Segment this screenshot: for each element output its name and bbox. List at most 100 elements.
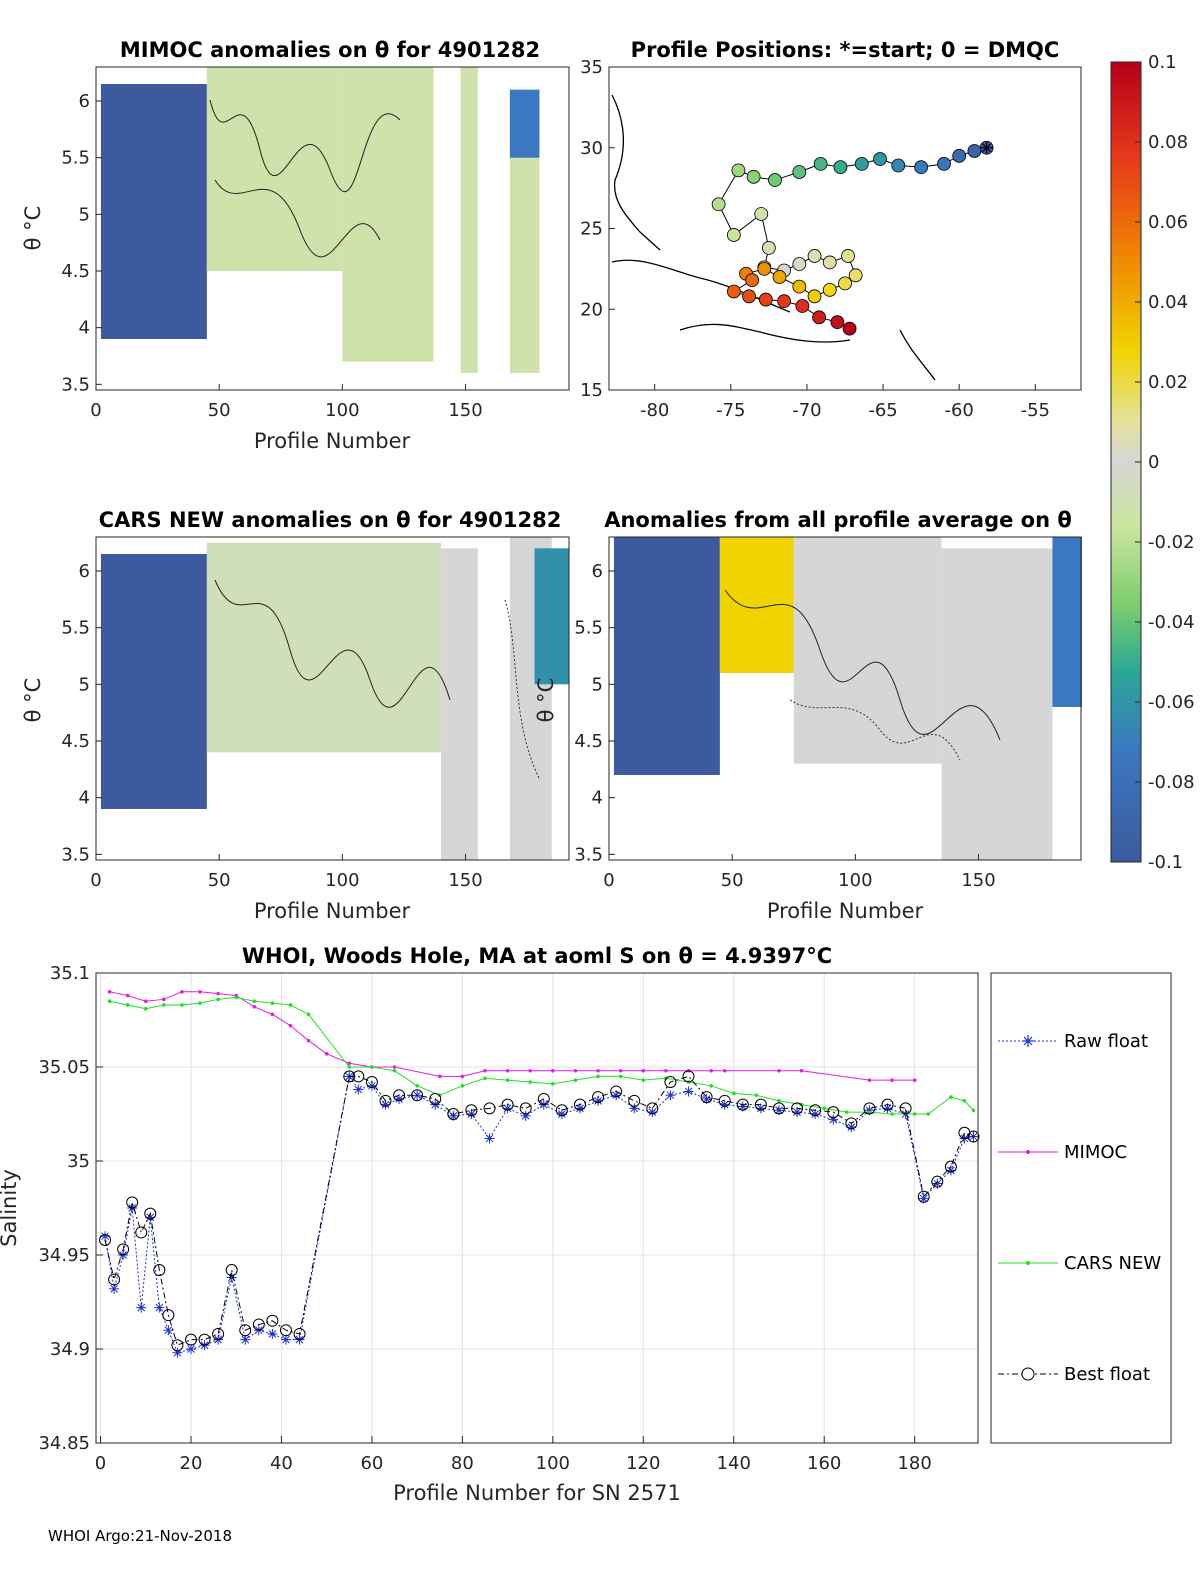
best-float-marker (379, 1094, 392, 1107)
cars-new-marker (370, 1065, 374, 1069)
mimoc-marker (505, 1068, 510, 1073)
raw-float-marker (226, 1272, 237, 1283)
mimoc-heat-cell (206, 67, 343, 271)
axes-box-cars (95, 536, 570, 861)
best-float-marker (99, 1233, 112, 1246)
cars-new-marker (528, 1080, 533, 1084)
position-marker (777, 294, 791, 309)
plot-area-salinity (96, 973, 978, 1443)
positions-y-tick-label: 25 (580, 219, 603, 240)
salinity-x-tick-label: 40 (270, 1453, 293, 1474)
best-float-marker (791, 1102, 804, 1115)
raw-float-marker (267, 1328, 278, 1339)
cars-new-marker (618, 1074, 623, 1079)
best-float-marker (126, 1196, 139, 1209)
raw-float-marker (665, 1090, 676, 1101)
positions-x-tick-label: -70 (792, 400, 821, 421)
cars-new-marker (890, 1112, 894, 1116)
position-marker (795, 299, 810, 313)
position-marker (761, 240, 776, 255)
position-marker (726, 228, 741, 242)
axes-salinity: 0 20 40 60 80 100 120 140 160 180 34.85 34.9 34.95 35… (38, 963, 931, 1474)
salinity-x-tick-label: 100 (536, 1453, 570, 1474)
raw-float-marker (773, 1105, 784, 1116)
title-all-profile: Anomalies from all profile average on θ (604, 508, 1072, 532)
positions-y-tick-label: 20 (580, 299, 603, 320)
position-marker (848, 268, 863, 283)
salinity-y-tick-label: 35.05 (38, 1057, 90, 1078)
best-float-marker (537, 1092, 550, 1105)
cars-new-marker (596, 1074, 600, 1079)
coastline (899, 329, 936, 381)
mimoc-marker (528, 1068, 533, 1073)
best-float-marker (646, 1102, 659, 1115)
cars-new-marker (867, 1110, 872, 1114)
axes-box-mimoc (95, 66, 570, 391)
mimoc-marker (252, 1005, 257, 1009)
colorbar-tick-label: 0.04 (1148, 292, 1188, 313)
mimoc-heat-cell (460, 67, 478, 373)
mimoc-marker (162, 997, 166, 1002)
best-float-marker (682, 1070, 695, 1083)
cars-new-line (109, 996, 974, 1115)
cars-new-marker (162, 1003, 166, 1007)
best-float-marker (279, 1324, 292, 1337)
raw-float-marker (882, 1103, 893, 1114)
best-float-marker (352, 1070, 365, 1083)
best-float-marker (628, 1094, 641, 1107)
cars-new-marker (392, 1068, 397, 1073)
best-float-marker (447, 1108, 460, 1120)
mimoc-marker (867, 1078, 872, 1082)
cars-new-marker (754, 1093, 759, 1097)
best-float-marker (483, 1102, 496, 1115)
position-marker (841, 249, 855, 263)
best-float-marker (117, 1243, 130, 1256)
raw-float-marker (701, 1093, 712, 1104)
raw-float-marker (647, 1107, 658, 1118)
raw-float-marker (611, 1090, 622, 1101)
best-float-marker (718, 1094, 731, 1107)
cars-new-marker (971, 1108, 976, 1113)
positions-x-tick-label: -55 (1021, 400, 1050, 421)
all-profile-x-tick-label: 50 (721, 870, 744, 891)
best-float-marker (519, 1102, 532, 1115)
cars-heat-cell (100, 554, 207, 809)
raw-float-marker (574, 1103, 585, 1114)
cars-new-legend-label: CARS NEW (1064, 1253, 1161, 1274)
position-marker (792, 279, 807, 294)
cars-new-marker (252, 999, 257, 1003)
position-marker (792, 257, 807, 271)
colorbar-tick-label: -0.02 (1148, 532, 1195, 553)
xlabel-mimoc: Profile Number (254, 429, 411, 453)
best-float-marker (809, 1104, 822, 1117)
axes-box-salinity (95, 972, 979, 1444)
cars-new-marker (573, 1078, 578, 1082)
all-profile-y-tick-label: 4 (592, 788, 603, 809)
best-float-marker (343, 1070, 356, 1083)
mimoc-marker (324, 1052, 329, 1056)
axes-all-profile: 0 50 100 150 3.5 4 4.5 5 5.5 6 (574, 561, 995, 891)
raw-float-marker (136, 1302, 147, 1313)
salinity-x-tick-label: 120 (626, 1453, 660, 1474)
position-marker (731, 163, 746, 178)
colorbar-tick-label: -0.06 (1148, 692, 1195, 713)
cars-new-marker (234, 995, 239, 1000)
best-float-marker (917, 1190, 930, 1203)
mimoc-marker (912, 1078, 917, 1082)
raw-float-marker (520, 1110, 531, 1121)
raw-float-marker (719, 1099, 730, 1110)
raw-float-marker (280, 1334, 291, 1345)
all-profile-heat-cell (793, 537, 942, 764)
mimoc-marker (460, 1074, 465, 1079)
best-float-marker (967, 1130, 980, 1143)
cars-new-marker (926, 1112, 931, 1116)
mimoc-heat-cell (342, 67, 434, 362)
positions-y-tick-label: 35 (580, 57, 603, 78)
cars-y-tick-label: 3.5 (61, 844, 90, 865)
raw-float-marker (918, 1193, 929, 1204)
contour-line (504, 599, 541, 781)
best-float-marker (266, 1314, 279, 1327)
colorbar-tick-label: 0 (1148, 452, 1159, 473)
panel-cars: 0 50 100 150 3.5 4 4.5 5 5.5 6 CARS NEW anomalies… (21, 508, 570, 923)
mimoc-marker (664, 1068, 668, 1073)
